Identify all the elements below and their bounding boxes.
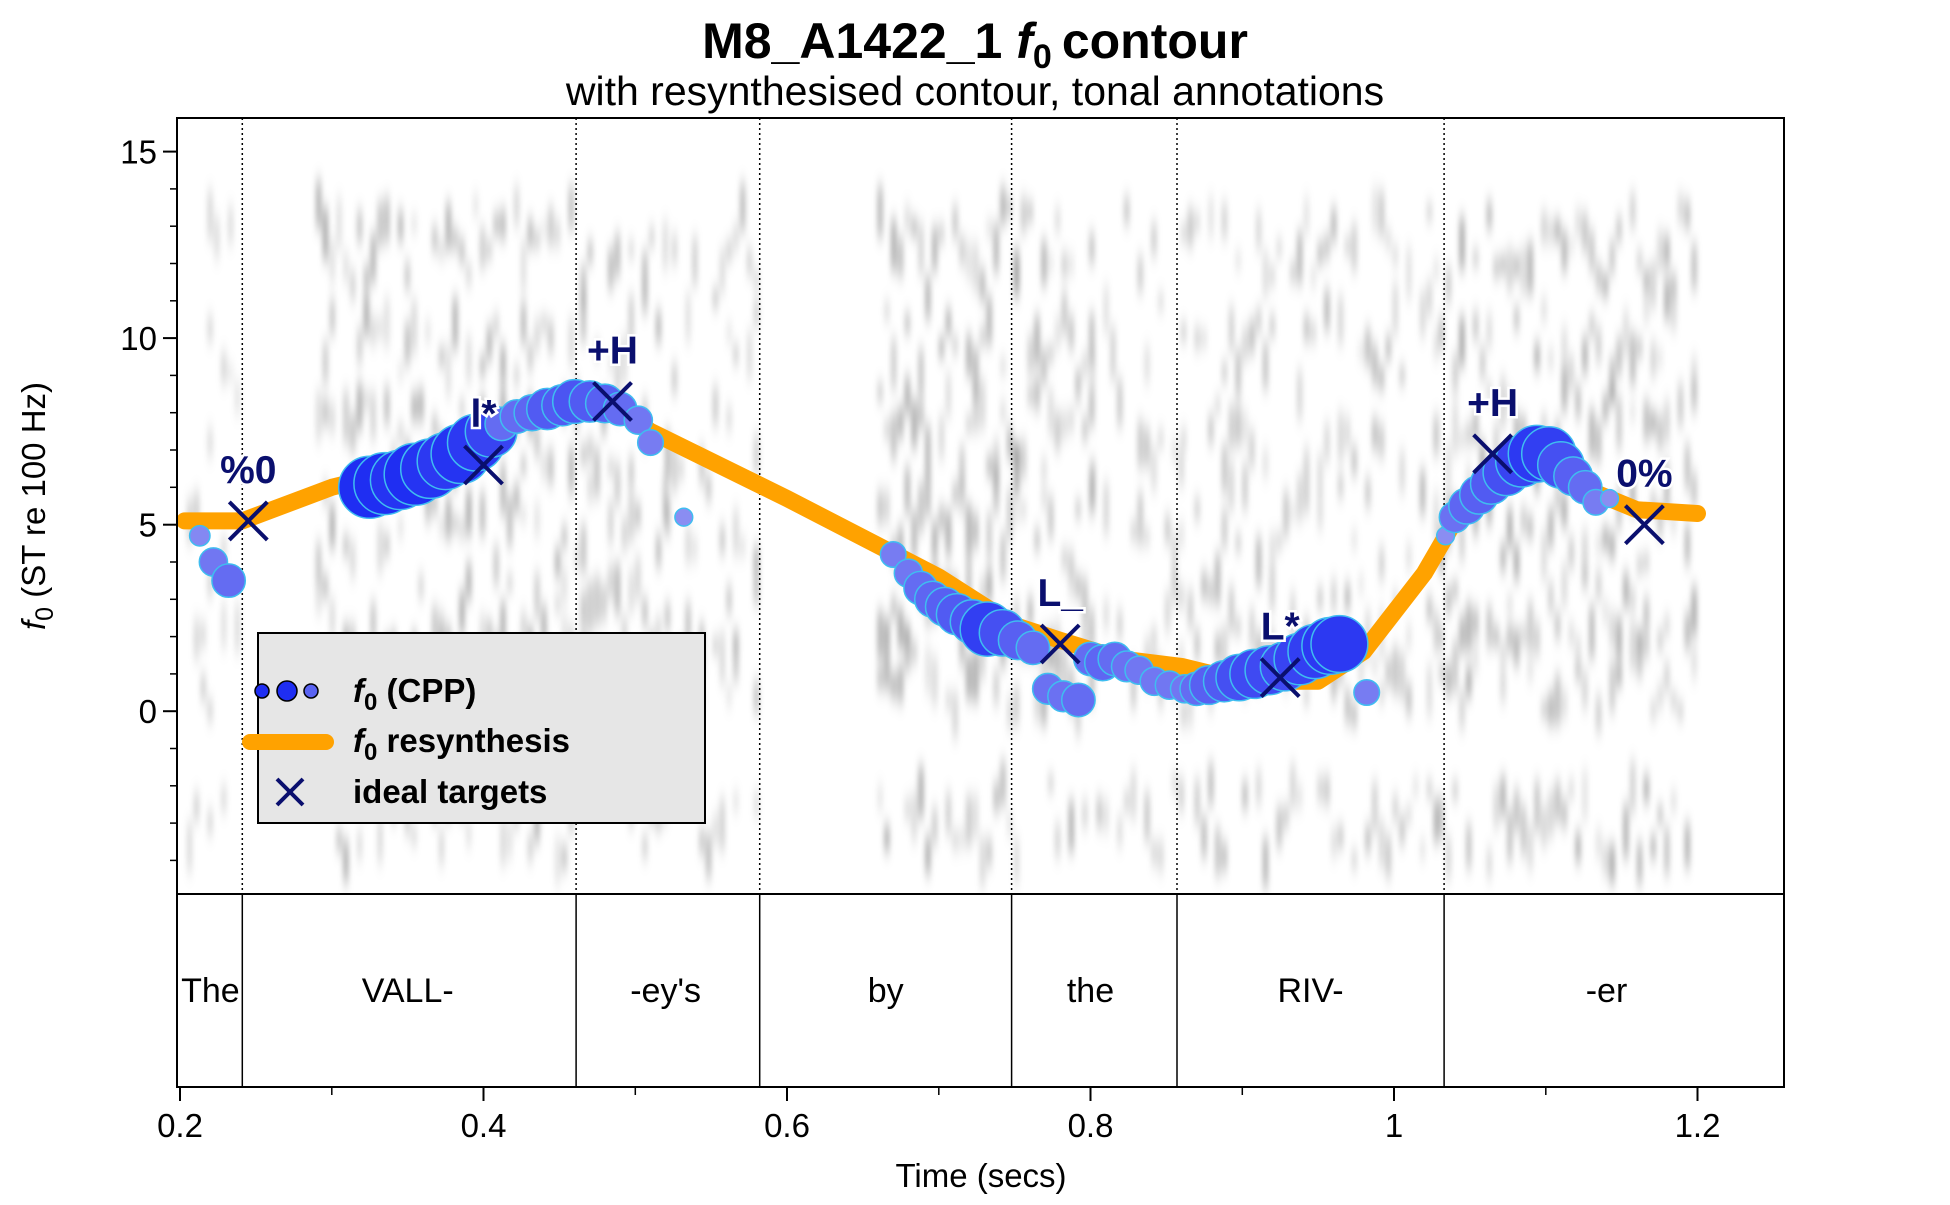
legend-cpp-text: (CPP) xyxy=(377,672,476,709)
tone-label: L_ xyxy=(1037,572,1084,615)
ideal-targets-series: %0 l* +H L_ L* +H 0% xyxy=(218,327,1675,699)
title-f-symbol: f xyxy=(1016,13,1037,69)
word-label: RIV- xyxy=(1277,972,1343,1010)
y-label-rest: (ST re 100 Hz) xyxy=(15,382,52,607)
cpp-point xyxy=(623,405,654,436)
cpp-point xyxy=(1015,630,1051,666)
legend-swatch-cpp xyxy=(254,680,319,702)
chart-title: M8_A1422_1 f0 contour xyxy=(702,13,1248,76)
ideal-target-marker xyxy=(1623,504,1665,546)
ideal-target-marker xyxy=(592,381,633,422)
title-suffix: contour xyxy=(1062,13,1248,69)
x-tick-label: 0.4 xyxy=(461,1107,507,1144)
ideal-target-marker xyxy=(227,500,269,542)
legend-box xyxy=(257,632,706,824)
cpp-series xyxy=(188,378,1620,718)
cpp-point xyxy=(188,524,211,547)
ideal-target-marker xyxy=(1259,657,1301,699)
word-label: -er xyxy=(1586,972,1628,1010)
y-tick-label: 5 xyxy=(139,507,157,544)
spectrogram-texture xyxy=(187,180,1697,887)
y-tick-label: 15 xyxy=(120,134,157,171)
y-axis: 0 5 10 15 xyxy=(120,134,177,862)
cpp-point xyxy=(674,507,694,527)
word-label: -ey's xyxy=(630,972,701,1010)
word-label: VALL- xyxy=(362,972,454,1010)
x-tick-label: 1.2 xyxy=(1675,1107,1721,1144)
cpp-point xyxy=(1599,488,1620,509)
title-id: M8_A1422_1 xyxy=(702,13,1002,69)
legend: f0 (CPP) f0 resynthesis ideal targets xyxy=(242,632,706,824)
word-tier: The VALL- -ey's by the RIV- -er xyxy=(181,894,1627,1087)
chart-subtitle: with resynthesised contour, tonal annota… xyxy=(565,68,1384,114)
tone-label: L* xyxy=(1261,606,1301,649)
cpp-point xyxy=(1060,682,1096,718)
y-axis-label: f0 (ST re 100 Hz) xyxy=(15,382,59,630)
cpp-point xyxy=(636,429,665,457)
cpp-point xyxy=(211,563,247,599)
cpp-point xyxy=(1310,614,1369,674)
legend-resyn-sub: 0 xyxy=(364,739,377,766)
tone-label: 0% xyxy=(1616,453,1672,496)
cpp-point xyxy=(879,540,907,569)
tone-label: +H xyxy=(1467,382,1518,425)
tone-label: l* xyxy=(470,393,497,436)
spectrogram-background xyxy=(187,180,1697,887)
legend-cpp-sub: 0 xyxy=(364,689,377,716)
legend-resyn-f: f xyxy=(353,722,367,759)
tone-label: +H xyxy=(587,330,638,373)
ideal-target-marker xyxy=(463,444,504,486)
title-f-subscript: 0 xyxy=(1033,38,1052,76)
legend-label-targets: ideal targets xyxy=(353,773,547,810)
word-label: by xyxy=(868,972,904,1010)
x-axis: 0.2 0.4 0.6 0.8 1 1.2 xyxy=(157,1086,1784,1144)
x-tick-label: 1 xyxy=(1385,1107,1403,1144)
word-label: The xyxy=(181,972,240,1010)
y-tick-label: 0 xyxy=(139,693,157,730)
legend-cpp-f: f xyxy=(353,672,367,709)
legend-label-cpp: f0 (CPP) xyxy=(353,672,476,716)
y-label-f-subscript: 0 xyxy=(31,607,59,621)
ideal-target-marker xyxy=(1472,433,1514,475)
x-tick-label: 0.2 xyxy=(157,1107,203,1144)
x-tick-label: 0.6 xyxy=(764,1107,810,1144)
tone-label: %0 xyxy=(220,449,276,492)
ideal-target-marker xyxy=(1039,623,1081,665)
word-tier-frame xyxy=(176,893,1785,1088)
legend-resyn-text: resynthesis xyxy=(377,722,570,759)
cpp-point xyxy=(1353,678,1381,707)
legend-swatch-targets xyxy=(275,777,305,807)
legend-label-resynthesis: f0 resynthesis xyxy=(353,722,570,766)
x-tick-label: 0.8 xyxy=(1068,1107,1114,1144)
word-label: the xyxy=(1067,972,1114,1010)
x-axis-label: Time (secs) xyxy=(895,1157,1066,1194)
y-tick-label: 10 xyxy=(120,320,157,357)
